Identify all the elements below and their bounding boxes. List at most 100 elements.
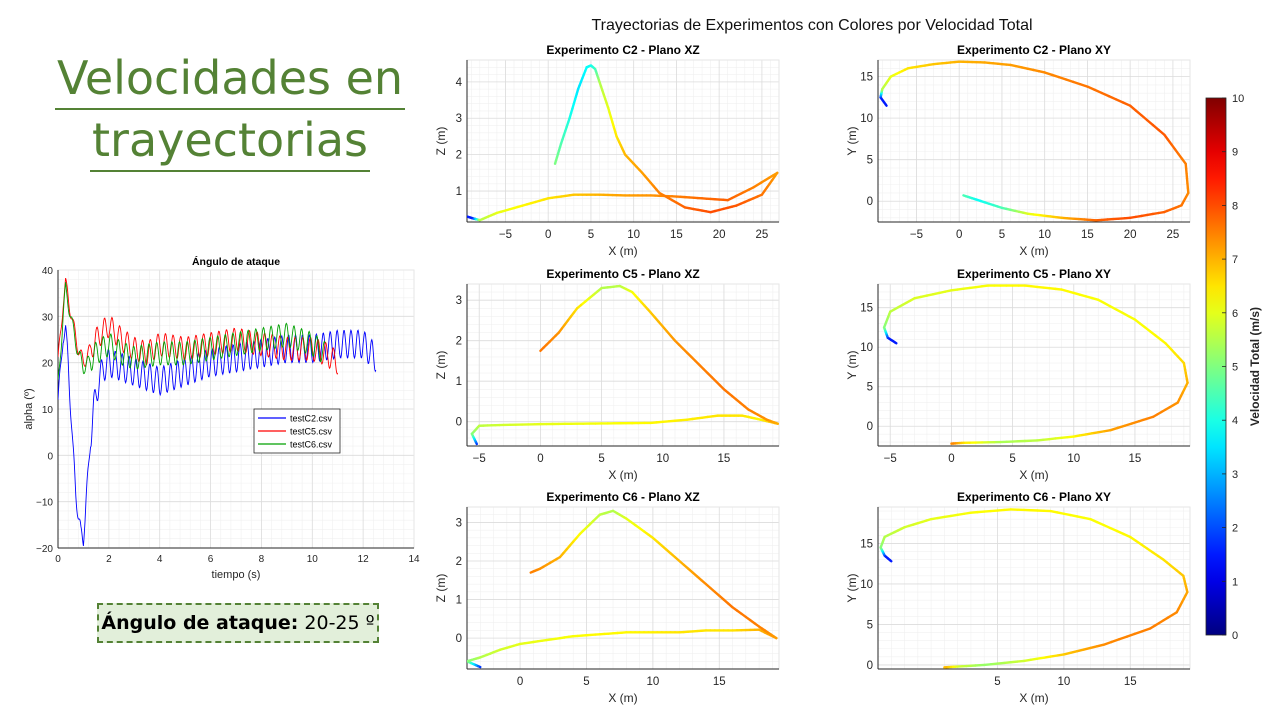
plot-series: [58, 277, 377, 547]
colorbar-tick-label: 2: [1232, 523, 1238, 535]
colorbar-tick-label: 6: [1232, 308, 1238, 320]
y-axis-label: alpha (º): [23, 388, 35, 429]
trajectory-segment: [1146, 119, 1155, 127]
trajectory-segment: [1093, 88, 1103, 95]
x-tick-label: 5: [598, 453, 604, 465]
trajectory-segment: [1125, 632, 1136, 638]
x-tick-label: 15: [670, 229, 683, 241]
colorbar-tick-label: 0: [1232, 630, 1238, 642]
trajectory-segment: [1043, 71, 1054, 77]
x-tick-label: 20: [1124, 229, 1137, 241]
chart-6: 0 5 10 15 0 1 2 3 Experimento C6 - Plano XZ X (m)…: [434, 490, 780, 705]
trajectory-segment: [1102, 640, 1113, 646]
x-tick-label: −5: [473, 453, 486, 465]
y-tick-label: 1: [456, 186, 462, 198]
plot-series: [467, 64, 779, 222]
chart-5: −5 0 5 10 15 0 5 10 15 Experimento C5 - Plano XY X…: [845, 267, 1191, 482]
x-tick-label: 0: [545, 229, 551, 241]
colorbar-tick-label: 9: [1232, 147, 1238, 159]
trajectory-segment: [1117, 635, 1129, 641]
trajectory-segment: [1137, 417, 1148, 423]
y-axis-label: Y (m): [845, 350, 859, 379]
x-tick-label: 10: [1067, 453, 1080, 465]
x-tick-label: 5: [1009, 453, 1015, 465]
y-axis-label: Z (m): [434, 574, 448, 603]
plot-area: [878, 284, 1190, 446]
x-tick-label: 4: [157, 554, 163, 565]
trajectory-segment: [1109, 526, 1119, 533]
colorbar-tick-label: 5: [1232, 362, 1238, 374]
y-tick-label: 0: [456, 633, 462, 645]
colorbar: 0 1 2 3 4 5 6 7 8 9 10 Velocidad Total (m/s): [1205, 93, 1262, 642]
trajectory-segment: [1121, 101, 1132, 107]
x-tick-label: 15: [718, 453, 731, 465]
trajectory-segment: [962, 194, 967, 198]
trajectory-segment: [1116, 424, 1126, 430]
trajectory-segment: [1107, 94, 1118, 101]
y-tick-label: 4: [456, 77, 463, 89]
plot-series: [467, 509, 778, 669]
x-tick-label: 0: [537, 453, 543, 465]
x-axis-label: X (m): [608, 244, 637, 258]
x-axis-label: X (m): [1019, 244, 1048, 258]
x-tick-label: 12: [358, 554, 370, 565]
y-tick-label: −20: [36, 544, 53, 555]
trajectory-segment: [1114, 98, 1125, 104]
chart-1: 0 2 4 6 8 10 12 14 −20 −10 0 10 20 30 40 Ángulo de ataq…: [23, 255, 420, 581]
y-tick-label: 30: [42, 312, 54, 323]
y-tick-label: 20: [42, 359, 54, 370]
plot-area: [878, 507, 1190, 669]
x-tick-label: 25: [756, 229, 769, 241]
figure-title: Trayectorias de Experimentos con Colores…: [591, 17, 1032, 34]
colorbar-tick-label: 3: [1232, 469, 1238, 481]
x-tick-label: 15: [1124, 676, 1137, 688]
plot-series: [879, 508, 1189, 669]
trajectory-segment: [1157, 128, 1166, 136]
chart-title: Experimento C2 - Plano XY: [957, 43, 1111, 57]
x-tick-label: 14: [408, 554, 420, 565]
trajectory-segment: [1144, 415, 1155, 421]
x-axis-label: X (m): [1019, 468, 1048, 482]
colorbar-tick-label: 7: [1232, 254, 1238, 266]
series-line-testC5: [58, 277, 339, 375]
trajectory-segment: [1140, 114, 1149, 122]
x-tick-label: 0: [948, 453, 954, 465]
y-tick-label: 10: [860, 342, 873, 354]
plot-area: [467, 507, 779, 669]
x-tick-label: 0: [517, 676, 523, 688]
colorbar-tick-label: 1: [1232, 576, 1238, 588]
trajectory-segment: [1110, 638, 1121, 644]
trajectory-segment: [1141, 627, 1152, 633]
x-tick-label: 6: [208, 554, 214, 565]
y-tick-label: 15: [860, 538, 873, 550]
trajectory-segment: [1057, 75, 1068, 81]
y-tick-label: 0: [47, 451, 53, 462]
x-tick-label: 10: [627, 229, 640, 241]
colorbar-label: Velocidad Total (m/s): [1248, 307, 1262, 426]
x-axis-label: X (m): [1019, 691, 1048, 705]
x-tick-label: 10: [656, 453, 669, 465]
trajectory-segment: [1109, 426, 1119, 432]
angle-of-attack-callout: Ángulo de ataque: 20-25 º: [97, 603, 379, 643]
trajectory-segment: [1071, 80, 1082, 86]
plot-series: [470, 284, 779, 446]
trajectory-segment: [1100, 91, 1110, 98]
chart-title: Experimento C6 - Plano XY: [957, 490, 1111, 504]
slide-title-line-1: Velocidades en: [54, 48, 406, 110]
trajectory-segment: [1050, 73, 1061, 79]
y-tick-label: 5: [867, 619, 873, 631]
y-tick-label: 0: [867, 660, 873, 672]
x-tick-label: 2: [106, 554, 112, 565]
y-tick-label: 3: [456, 517, 462, 529]
x-tick-label: 10: [646, 676, 659, 688]
y-axis-label: Z (m): [434, 351, 448, 380]
trajectory-segment: [1133, 630, 1144, 636]
y-tick-label: 0: [456, 417, 462, 429]
trajectory-segment: [1151, 123, 1160, 132]
x-tick-label: 5: [994, 676, 1000, 688]
y-tick-label: 0: [867, 421, 873, 433]
y-tick-label: 1: [456, 376, 462, 388]
x-tick-label: −5: [910, 229, 923, 241]
x-tick-label: 0: [956, 229, 962, 241]
